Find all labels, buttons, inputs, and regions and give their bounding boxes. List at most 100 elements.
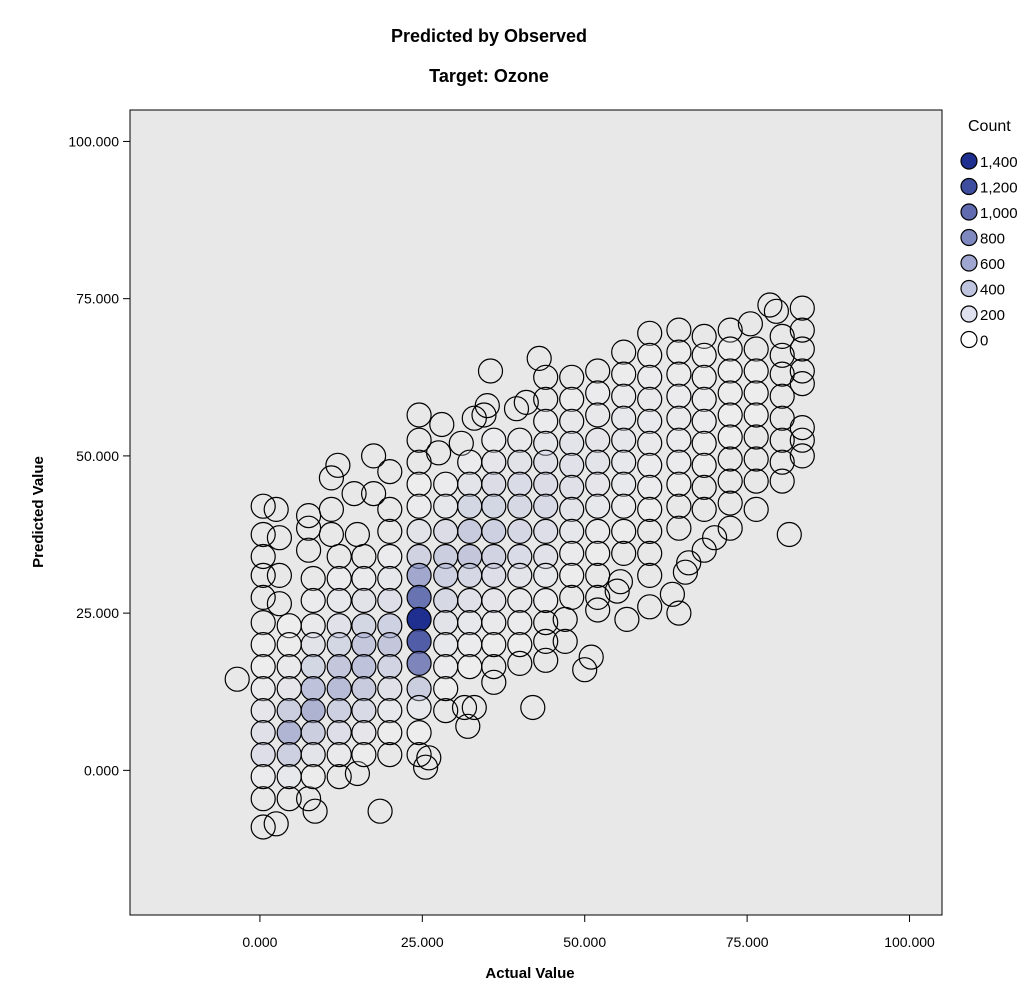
scatter-point bbox=[611, 383, 637, 409]
scatter-point bbox=[361, 443, 387, 469]
chart-title: Predicted by Observed bbox=[391, 26, 587, 46]
scatter-point bbox=[300, 741, 326, 768]
scatter-point bbox=[507, 493, 533, 519]
scatter-point bbox=[666, 339, 692, 365]
scatter-point bbox=[481, 562, 507, 589]
scatter-point bbox=[433, 471, 459, 497]
scatter-point bbox=[433, 518, 459, 545]
scatter-point bbox=[717, 490, 743, 516]
scatter-point bbox=[377, 719, 403, 746]
scatter-point bbox=[457, 449, 483, 475]
scatter-point bbox=[300, 697, 326, 724]
scatter-point bbox=[637, 452, 663, 478]
scatter-point bbox=[743, 402, 769, 428]
scatter-point bbox=[474, 393, 500, 419]
scatter-point bbox=[263, 496, 289, 522]
scatter-point bbox=[559, 518, 585, 545]
scatter-point bbox=[471, 402, 497, 428]
scatter-point bbox=[789, 295, 815, 321]
legend-swatch bbox=[960, 228, 978, 247]
scatter-point bbox=[250, 763, 276, 790]
scatter-point bbox=[743, 380, 769, 406]
scatter-point bbox=[507, 449, 533, 475]
legend-label: 200 bbox=[980, 307, 1005, 324]
scatter-point bbox=[426, 440, 452, 466]
legend-swatch bbox=[960, 330, 978, 349]
scatter-point bbox=[406, 493, 432, 519]
scatter-point bbox=[559, 496, 585, 522]
scatter-point bbox=[637, 474, 663, 500]
scatter-point bbox=[769, 323, 795, 349]
x-axis-title: Actual Value bbox=[485, 965, 574, 982]
scatter-point bbox=[769, 449, 795, 475]
scatter-point bbox=[326, 719, 352, 746]
scatter-point bbox=[513, 389, 539, 415]
legend-label: 1,000 bbox=[980, 205, 1018, 222]
y-axis-title: Predicted Value bbox=[30, 456, 47, 568]
scatter-point bbox=[666, 317, 692, 343]
scatter-point bbox=[351, 697, 377, 724]
scatter-point bbox=[743, 468, 769, 494]
scatter-point bbox=[637, 364, 663, 390]
scatter-point bbox=[461, 694, 487, 721]
legend-swatch bbox=[960, 279, 978, 298]
scatter-point bbox=[318, 496, 344, 522]
scatter-point bbox=[585, 584, 611, 611]
scatter-point bbox=[377, 565, 403, 592]
scatter-point bbox=[666, 471, 692, 497]
scatter-point bbox=[461, 405, 487, 431]
scatter-point bbox=[433, 697, 459, 724]
scatter-point bbox=[481, 631, 507, 658]
scatter-point bbox=[672, 559, 699, 585]
scatter-point bbox=[326, 543, 352, 570]
legend-label: 0 bbox=[980, 333, 988, 350]
y-tick-label: 50.000 bbox=[76, 448, 119, 464]
y-tick-label: 25.000 bbox=[76, 605, 119, 621]
scatter-point bbox=[585, 597, 611, 623]
scatter-point bbox=[526, 345, 552, 371]
scatter-point bbox=[413, 754, 439, 780]
scatter-point bbox=[266, 591, 292, 617]
scatter-point bbox=[250, 584, 276, 611]
scatter-point bbox=[406, 562, 432, 589]
scatter-point bbox=[585, 358, 611, 384]
scatter-point bbox=[326, 587, 352, 614]
scatter-point bbox=[250, 609, 276, 636]
scatter-point bbox=[743, 496, 769, 522]
scatter-point bbox=[552, 606, 578, 633]
scatter-point bbox=[377, 543, 403, 570]
y-axis: 0.000 25.000 50.000 75.000 100.000 bbox=[68, 133, 130, 778]
scatter-point bbox=[481, 669, 507, 695]
scatter-point bbox=[351, 565, 377, 592]
scatter-point bbox=[585, 493, 611, 519]
scatter-point bbox=[326, 675, 352, 702]
scatter-point bbox=[533, 587, 559, 614]
scatter-point bbox=[406, 606, 432, 633]
scatter-point bbox=[676, 550, 702, 576]
scatter-point bbox=[481, 518, 507, 545]
scatter-point bbox=[572, 657, 598, 683]
scatter-point bbox=[743, 358, 769, 384]
scatter-point bbox=[266, 562, 292, 589]
scatter-point bbox=[406, 675, 432, 702]
scatter-point bbox=[507, 471, 533, 497]
scatter-point bbox=[666, 493, 692, 519]
scatter-point bbox=[250, 786, 276, 812]
scatter-point bbox=[250, 493, 276, 519]
scatter-point bbox=[433, 675, 459, 702]
scatter-point bbox=[276, 697, 302, 724]
scatter-point bbox=[637, 342, 663, 368]
scatter-point bbox=[416, 745, 442, 771]
scatter-point bbox=[481, 543, 507, 570]
scatter-point bbox=[250, 562, 276, 589]
scatter-point bbox=[406, 628, 432, 655]
scatter-point bbox=[611, 427, 637, 453]
scatter-point bbox=[263, 811, 289, 837]
scatter-point bbox=[406, 584, 432, 611]
scatter-point bbox=[507, 609, 533, 636]
scatter-point bbox=[769, 468, 795, 494]
scatter-point bbox=[611, 493, 637, 519]
scatter-point bbox=[611, 449, 637, 475]
scatter-point bbox=[457, 493, 483, 519]
scatter-point bbox=[743, 446, 769, 472]
